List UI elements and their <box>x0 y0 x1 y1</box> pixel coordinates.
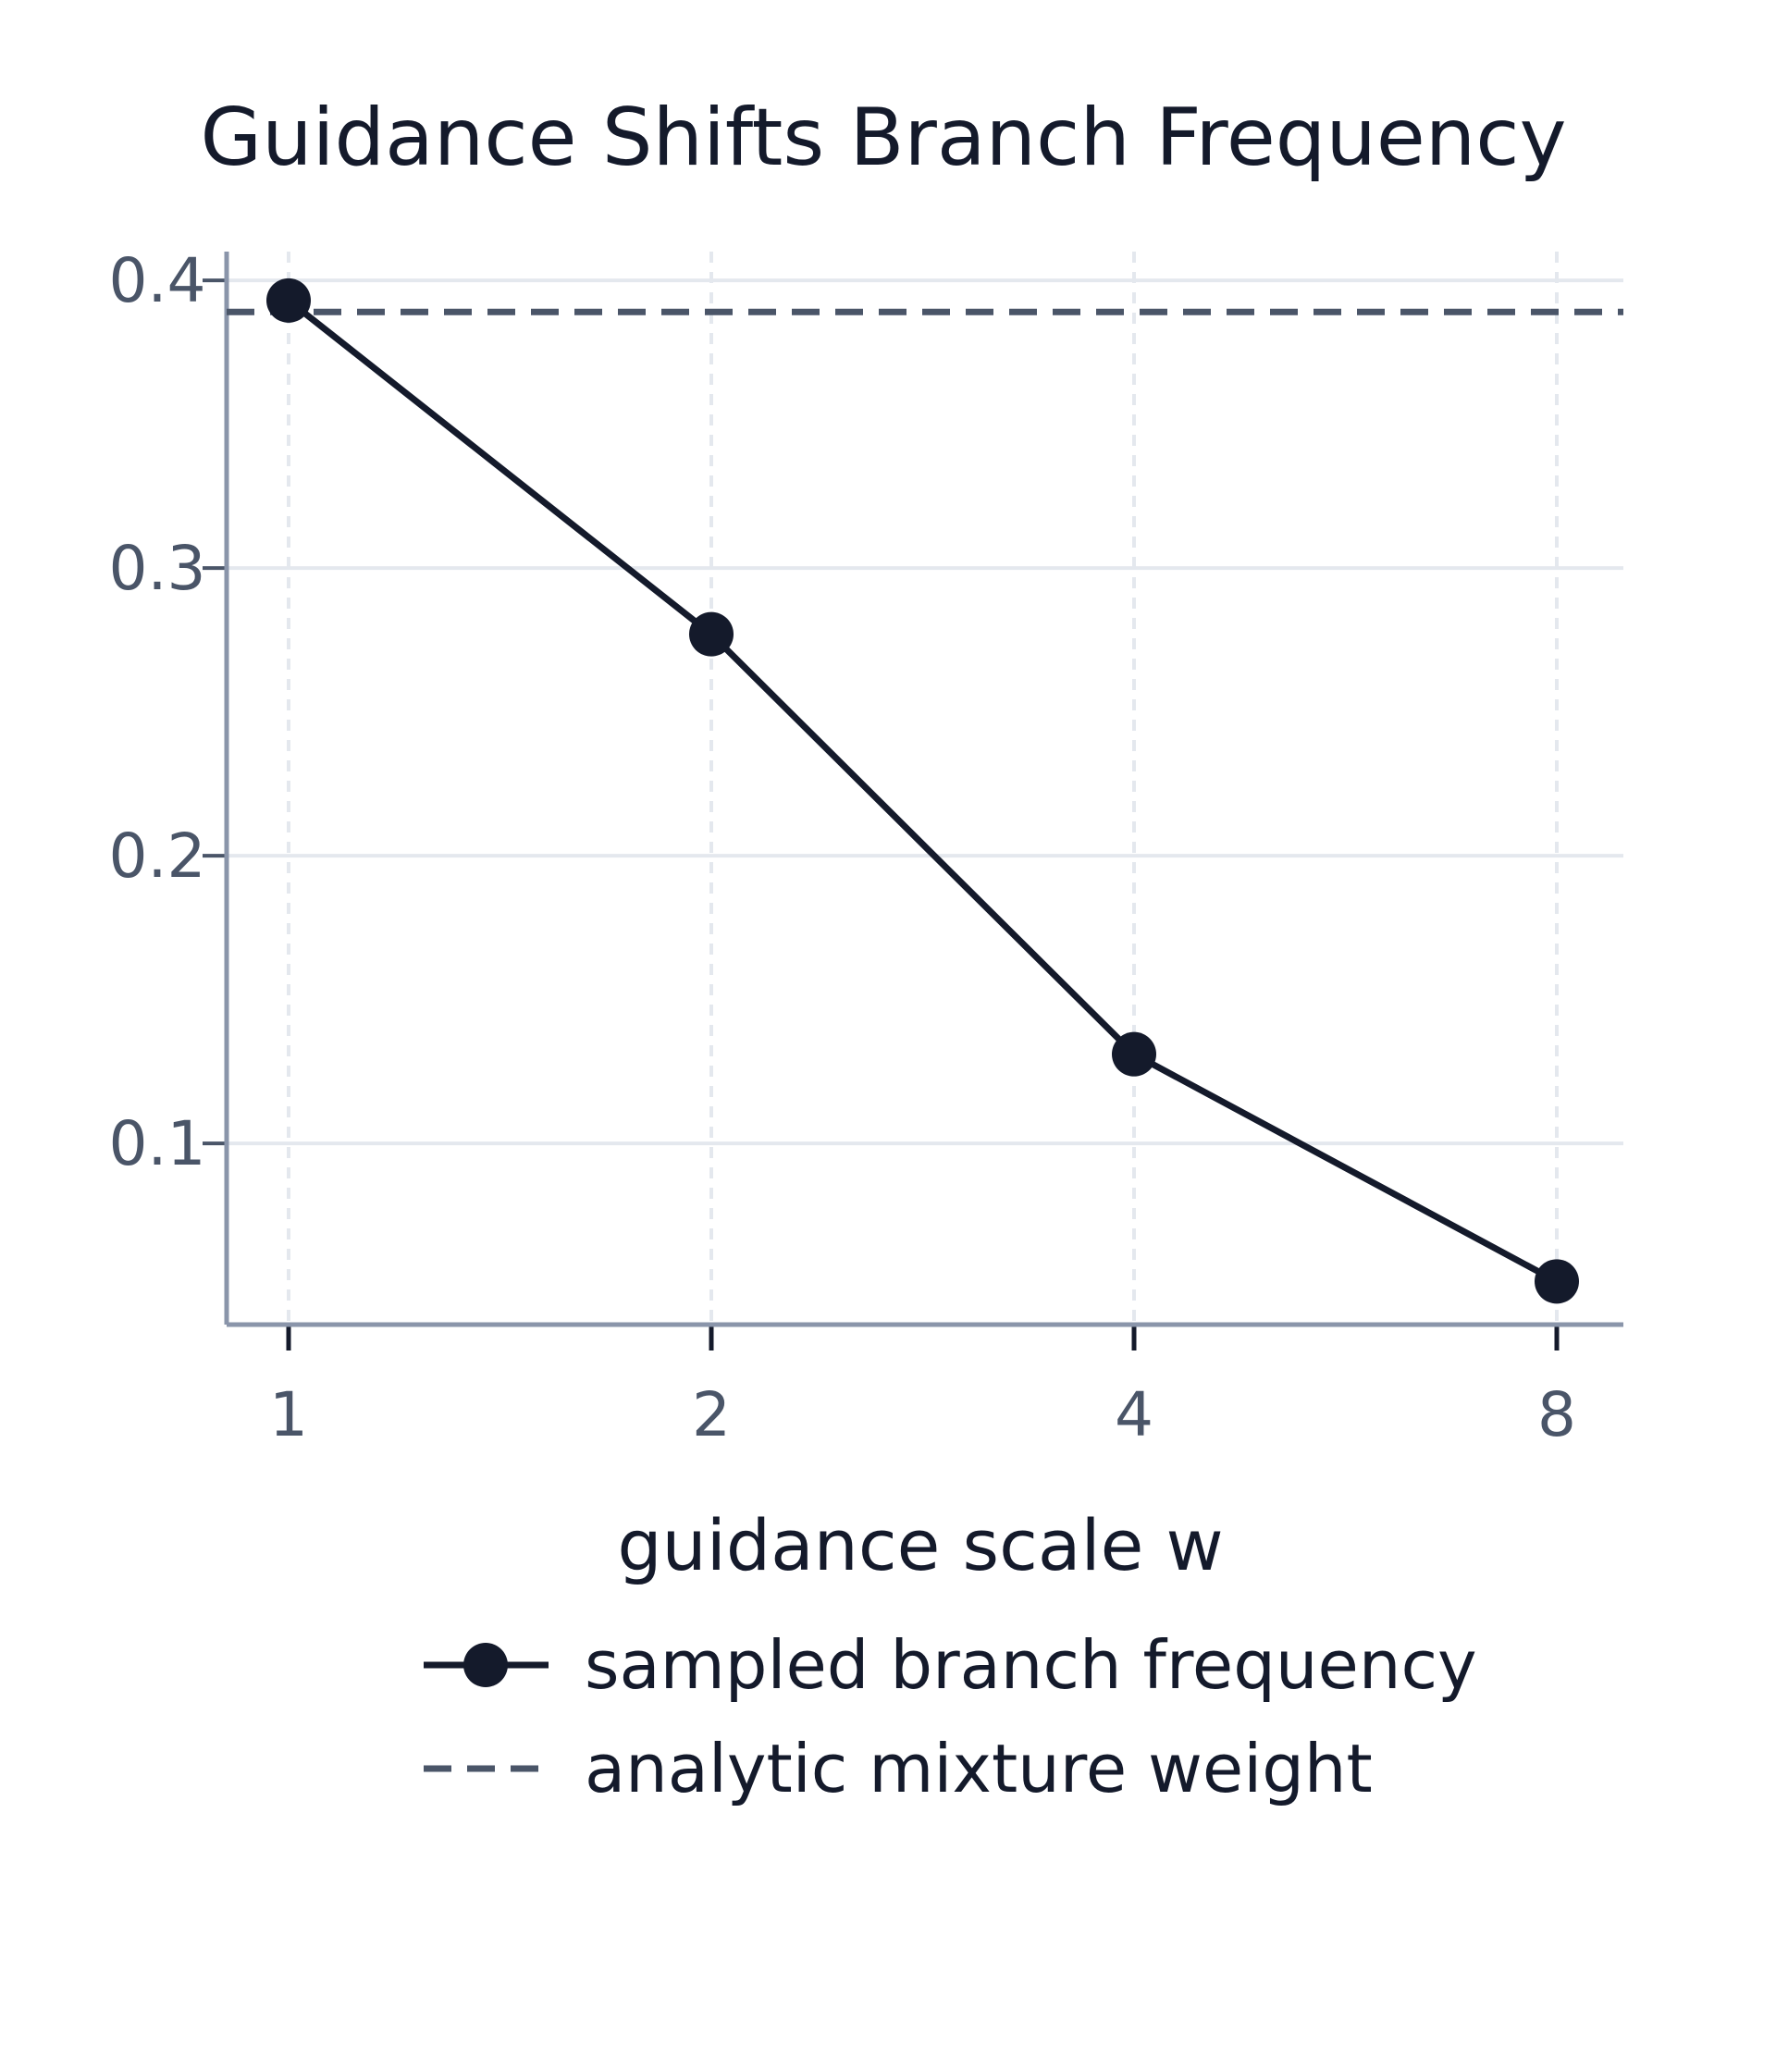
y-tick-label: 0.4 <box>109 245 206 316</box>
x-axis-label: guidance scale w <box>617 1504 1223 1586</box>
x-tick-label: 4 <box>1115 1379 1153 1450</box>
x-tick-label: 1 <box>269 1379 308 1450</box>
y-tick-label: 0.3 <box>109 533 206 604</box>
data-point <box>1535 1259 1579 1304</box>
chart-title: Guidance Shifts Branch Frequency <box>201 92 1567 184</box>
y-tick-label: 0.2 <box>109 820 206 892</box>
x-tick-label: 2 <box>692 1379 731 1450</box>
axes <box>203 252 1623 1350</box>
grid <box>227 252 1623 1325</box>
legend: sampled branch frequency analytic mixtur… <box>424 1626 1477 1807</box>
legend-label-sampled: sampled branch frequency <box>585 1626 1477 1704</box>
legend-label-analytic: analytic mixture weight <box>585 1730 1373 1807</box>
tick-labels: 0.1 0.2 0.3 0.4 1 2 4 8 <box>109 245 1576 1450</box>
data-point <box>266 278 311 323</box>
data-point <box>689 611 734 657</box>
data-series <box>266 278 1579 1304</box>
series-line <box>286 298 1559 1285</box>
data-point <box>1112 1031 1156 1077</box>
y-tick-label: 0.1 <box>109 1108 206 1179</box>
legend-marker-sampled <box>463 1643 508 1687</box>
x-tick-label: 8 <box>1537 1379 1576 1450</box>
